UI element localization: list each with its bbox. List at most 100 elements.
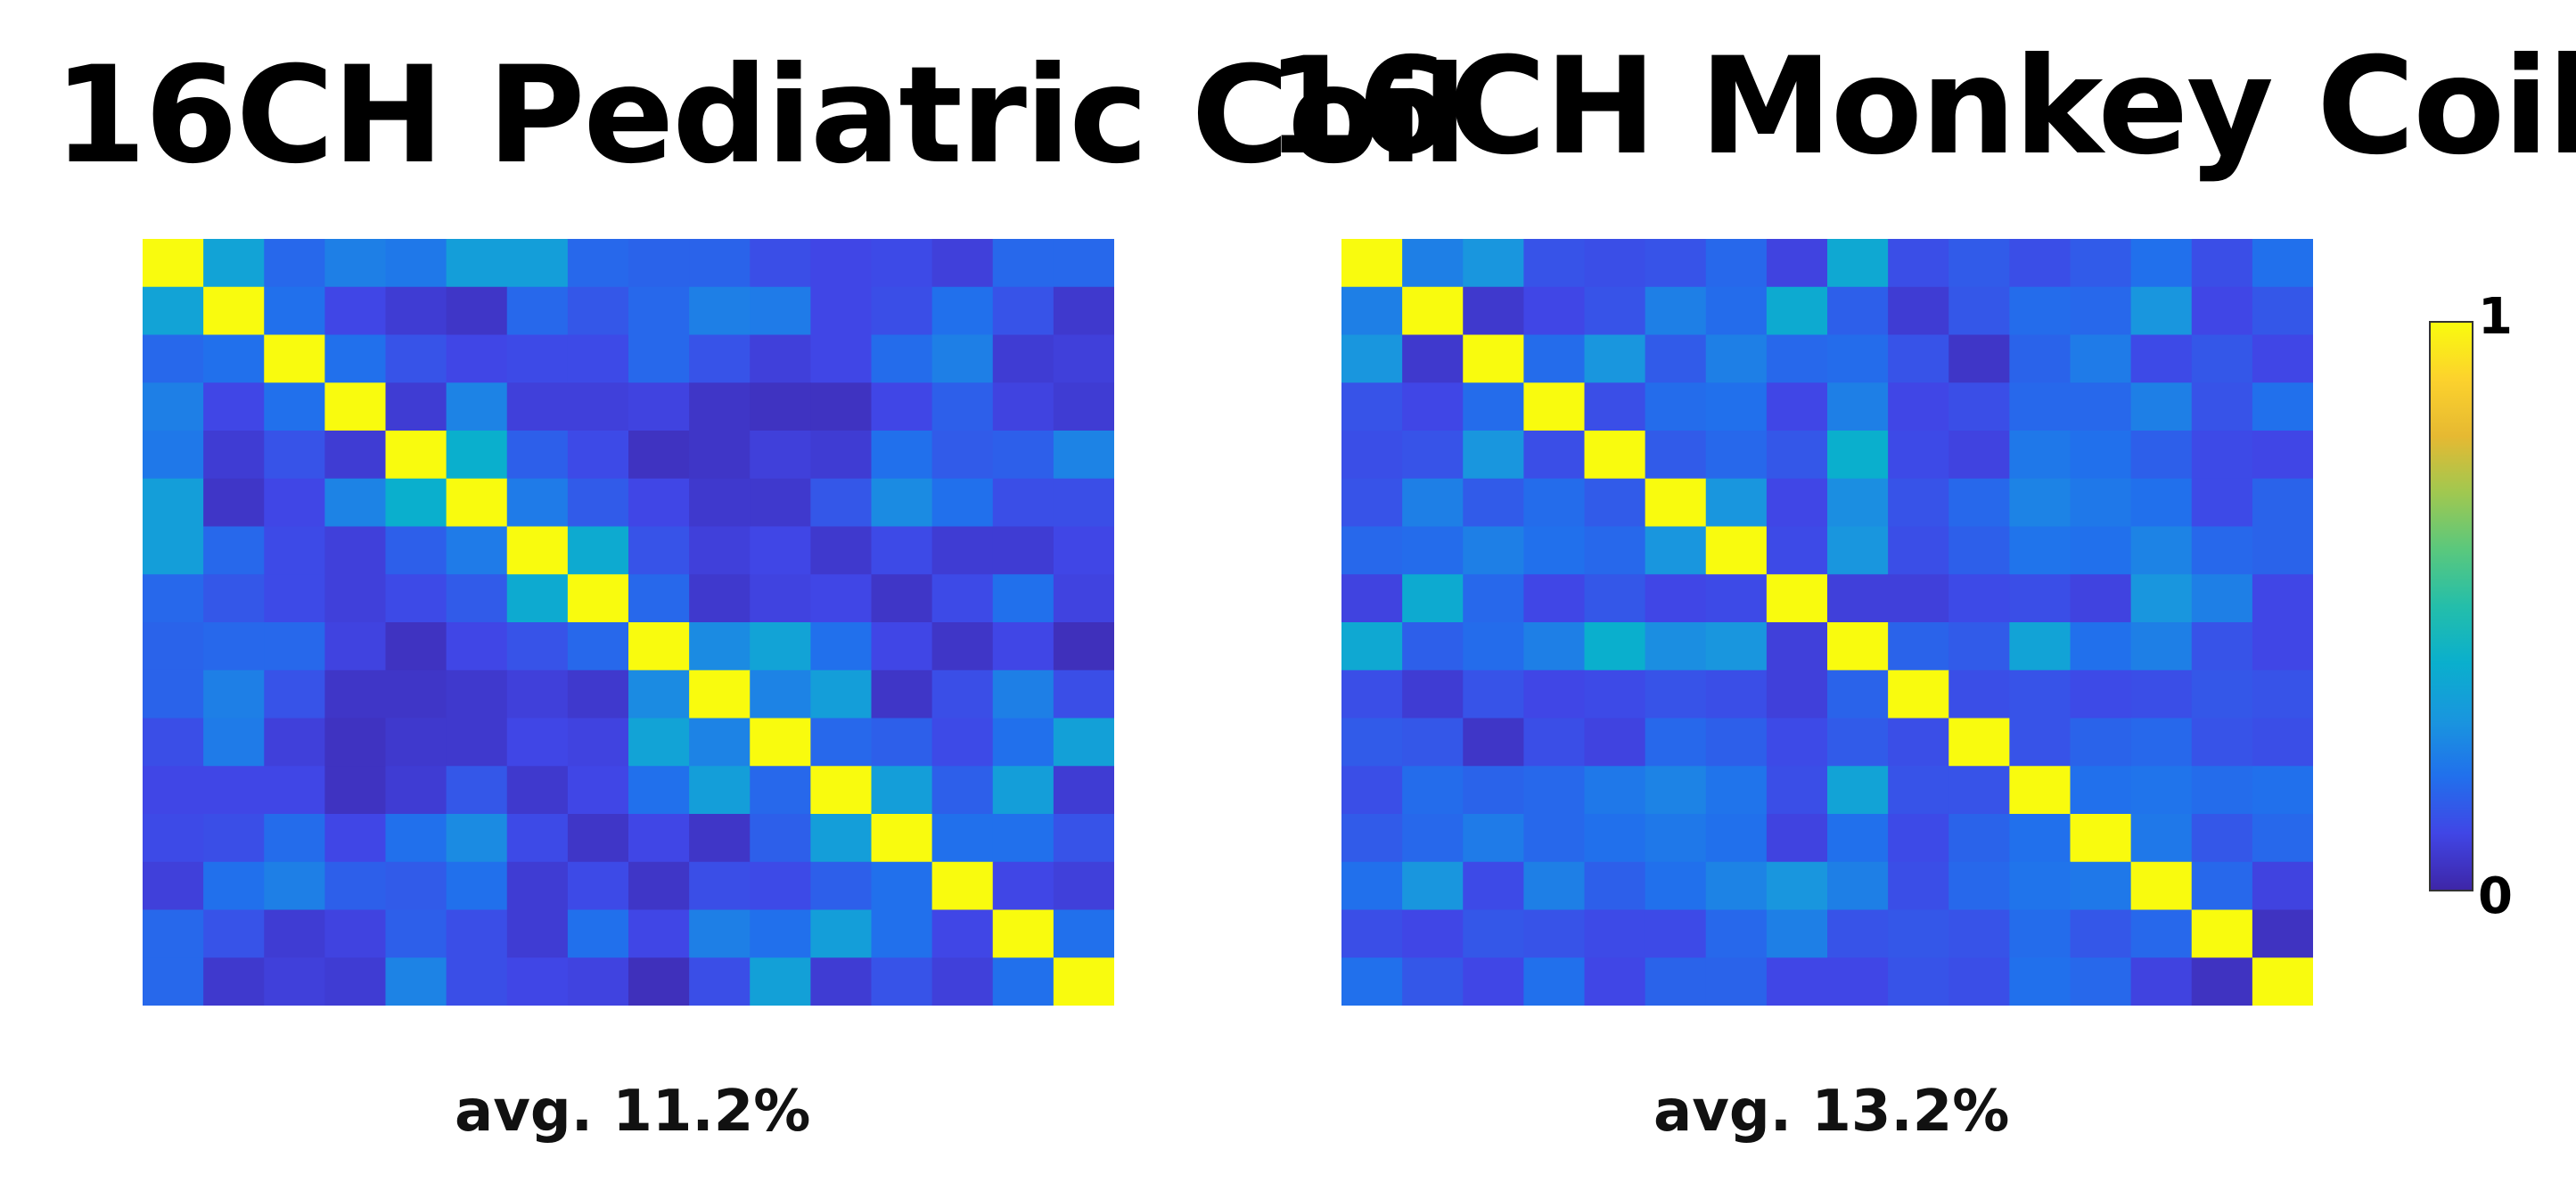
heatmap-cell xyxy=(1523,861,1586,911)
heatmap-cell xyxy=(1523,239,1586,288)
title-monkey-coil: 16CH Monkey Coil xyxy=(1266,29,2576,185)
heatmap-cell xyxy=(2070,334,2132,383)
heatmap-cell xyxy=(324,239,387,288)
heatmap-cell xyxy=(2130,861,2193,911)
heatmap-cell xyxy=(2130,766,2193,815)
heatmap-cell xyxy=(810,669,873,719)
heatmap-cell xyxy=(2009,382,2071,431)
heatmap-cell xyxy=(143,861,204,911)
colorbar-max-label: 1 xyxy=(2478,288,2513,346)
heatmap-cell xyxy=(1766,334,1828,383)
heatmap-cell xyxy=(871,909,933,958)
heatmap-cell xyxy=(567,622,629,671)
heatmap-cell xyxy=(1523,957,1586,1006)
heatmap-cell xyxy=(1523,286,1586,336)
heatmap-cell xyxy=(1463,909,1524,958)
heatmap-cell xyxy=(1705,669,1768,719)
heatmap-cell xyxy=(1645,382,1707,431)
heatmap-cell xyxy=(1523,622,1586,671)
heatmap-cell xyxy=(143,334,204,383)
heatmap-cell xyxy=(2130,957,2193,1006)
heatmap-cell xyxy=(1705,718,1768,767)
heatmap-cell xyxy=(567,861,629,911)
heatmap-cell xyxy=(1948,909,2010,958)
heatmap-cell xyxy=(689,766,751,815)
heatmap-cell xyxy=(992,669,1054,719)
heatmap-cell xyxy=(992,526,1054,575)
heatmap-cell xyxy=(143,814,204,863)
heatmap-cell xyxy=(2070,909,2132,958)
heatmap-cell xyxy=(2130,622,2193,671)
heatmap-cell xyxy=(1463,526,1524,575)
heatmap-cell xyxy=(2191,622,2253,671)
heatmap-cell xyxy=(1888,814,1949,863)
heatmap-cell xyxy=(1888,909,1949,958)
heatmap-cell xyxy=(567,526,629,575)
heatmap-cell xyxy=(1888,382,1949,431)
heatmap-cell xyxy=(203,669,265,719)
heatmap-cell xyxy=(931,766,994,815)
heatmap-cell xyxy=(871,239,933,288)
heatmap-pediatric-coil xyxy=(143,239,1114,1006)
heatmap-cell xyxy=(689,622,751,671)
heatmap-cell xyxy=(2070,718,2132,767)
heatmap-cell xyxy=(203,574,265,623)
heatmap-cell xyxy=(931,718,994,767)
heatmap-cell xyxy=(689,382,751,431)
heatmap-cell xyxy=(628,814,690,863)
heatmap-cell xyxy=(2009,814,2071,863)
heatmap-cell xyxy=(1888,286,1949,336)
heatmap-cell xyxy=(810,382,873,431)
heatmap-cell xyxy=(1766,669,1828,719)
heatmap-cell xyxy=(264,909,325,958)
heatmap-cell xyxy=(506,622,569,671)
heatmap-cell xyxy=(143,239,204,288)
heatmap-cell xyxy=(689,669,751,719)
heatmap-cell xyxy=(1053,239,1114,288)
heatmap-cell xyxy=(1827,239,1889,288)
heatmap-cell xyxy=(1523,334,1586,383)
heatmap-cell xyxy=(2130,478,2193,528)
heatmap-cell xyxy=(871,478,933,528)
heatmap-cell xyxy=(1463,574,1524,623)
heatmap-cell xyxy=(1463,239,1524,288)
heatmap-cell xyxy=(1463,766,1524,815)
heatmap-cell xyxy=(1341,814,1403,863)
heatmap-cell xyxy=(1827,957,1889,1006)
heatmap-cell xyxy=(1402,239,1464,288)
heatmap-cell xyxy=(1766,478,1828,528)
heatmap-cell xyxy=(143,622,204,671)
heatmap-cell xyxy=(871,382,933,431)
heatmap-cell xyxy=(992,478,1054,528)
heatmap-cell xyxy=(1402,669,1464,719)
heatmap-cell xyxy=(264,526,325,575)
heatmap-cell xyxy=(810,909,873,958)
heatmap-cell xyxy=(1584,382,1646,431)
heatmap-cell xyxy=(628,286,690,336)
heatmap-cell xyxy=(1053,814,1114,863)
heatmap-cell xyxy=(1402,622,1464,671)
heatmap-cell xyxy=(1523,766,1586,815)
heatmap-cell xyxy=(203,814,265,863)
heatmap-cell xyxy=(143,909,204,958)
heatmap-cell xyxy=(1948,239,2010,288)
heatmap-cell xyxy=(506,669,569,719)
heatmap-cell xyxy=(1053,718,1114,767)
heatmap-cell xyxy=(1645,718,1707,767)
heatmap-cell xyxy=(143,957,204,1006)
heatmap-cell xyxy=(203,718,265,767)
heatmap-cell xyxy=(1341,718,1403,767)
heatmap-cell xyxy=(264,574,325,623)
heatmap-cell xyxy=(689,478,751,528)
heatmap-cell xyxy=(446,239,508,288)
heatmap-cell xyxy=(2009,957,2071,1006)
heatmap-cell xyxy=(1463,622,1524,671)
heatmap-cell xyxy=(324,334,387,383)
heatmap-cell xyxy=(2252,478,2313,528)
heatmap-cell xyxy=(810,814,873,863)
heatmap-cell xyxy=(689,286,751,336)
heatmap-cell xyxy=(2009,766,2071,815)
heatmap-cell xyxy=(2252,957,2313,1006)
heatmap-cell xyxy=(992,909,1054,958)
heatmap-cell xyxy=(2130,669,2193,719)
